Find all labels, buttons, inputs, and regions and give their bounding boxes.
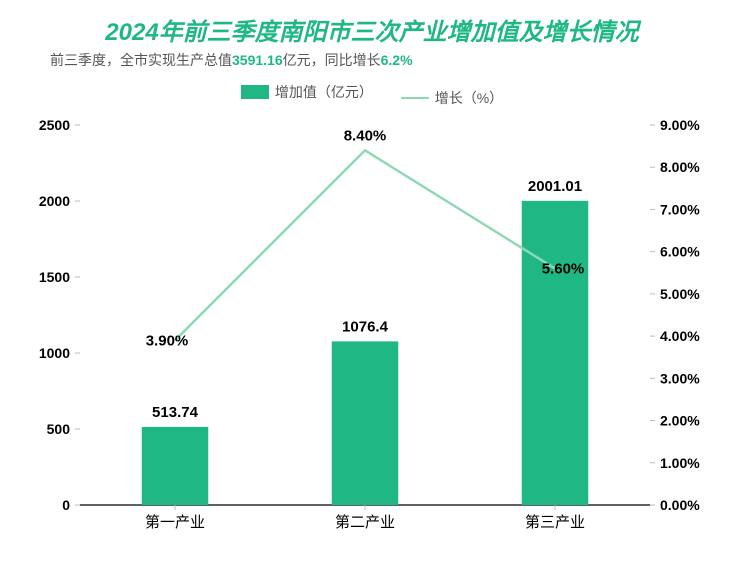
category-label: 第一产业: [145, 513, 205, 531]
subtitle-gdp-unit: 亿元，同比增长: [283, 52, 381, 68]
y-left-tick-label: 1000: [39, 345, 70, 361]
category-label: 第三产业: [525, 513, 585, 531]
line-value-label: 5.60%: [542, 261, 585, 278]
legend-bar-label: 增加值（亿元）: [275, 82, 373, 102]
y-right-tick-label: 1.00%: [660, 455, 700, 471]
y-right-tick-label: 4.00%: [660, 328, 700, 344]
subtitle-gdp-value: 3591.16: [232, 52, 283, 68]
subtitle-growth-value: 6.2%: [381, 52, 413, 68]
bar-value-label: 2001.01: [528, 178, 582, 195]
legend-line-label: 增长（%）: [435, 88, 503, 108]
bar-swatch-icon: [241, 85, 269, 99]
chart-container: 2024年前三季度南阳市三次产业增加值及增长情况 前三季度，全市实现生产总值35…: [0, 0, 744, 587]
subtitle-prefix: 前三季度，全市实现生产总值: [50, 52, 232, 68]
line-value-label: 3.90%: [146, 332, 189, 349]
plot-area: 050010001500200025000.00%1.00%2.00%3.00%…: [70, 115, 660, 535]
plot-svg: 050010001500200025000.00%1.00%2.00%3.00%…: [70, 115, 660, 535]
y-right-tick-label: 2.00%: [660, 413, 700, 429]
y-right-tick-label: 9.00%: [660, 117, 700, 133]
bar: [332, 341, 399, 505]
y-left-tick-label: 2000: [39, 193, 70, 209]
y-left-tick-label: 0: [62, 497, 70, 513]
category-label: 第二产业: [335, 513, 395, 531]
chart-legend: 增加值（亿元） 增长（%）: [0, 82, 744, 108]
bar-value-label: 513.74: [152, 404, 199, 421]
chart-title: 2024年前三季度南阳市三次产业增加值及增长情况: [0, 12, 744, 47]
y-right-tick-label: 0.00%: [660, 497, 700, 513]
chart-subtitle: 前三季度，全市实现生产总值3591.16亿元，同比增长6.2%: [50, 50, 413, 70]
bar-value-label: 1076.4: [342, 318, 389, 335]
line-value-label: 8.40%: [344, 127, 387, 144]
legend-item-bar: 增加值（亿元）: [241, 82, 373, 102]
y-right-tick-label: 5.00%: [660, 286, 700, 302]
line-swatch-icon: [401, 97, 429, 99]
y-left-tick-label: 2500: [39, 117, 70, 133]
y-right-tick-label: 3.00%: [660, 370, 700, 386]
y-left-tick-label: 500: [47, 421, 71, 437]
growth-line: [175, 150, 555, 340]
legend-item-line: 增长（%）: [401, 88, 503, 108]
y-right-tick-label: 7.00%: [660, 201, 700, 217]
bar: [142, 427, 209, 505]
y-left-tick-label: 1500: [39, 269, 70, 285]
y-right-tick-label: 6.00%: [660, 244, 700, 260]
bar: [522, 201, 589, 505]
y-right-tick-label: 8.00%: [660, 159, 700, 175]
